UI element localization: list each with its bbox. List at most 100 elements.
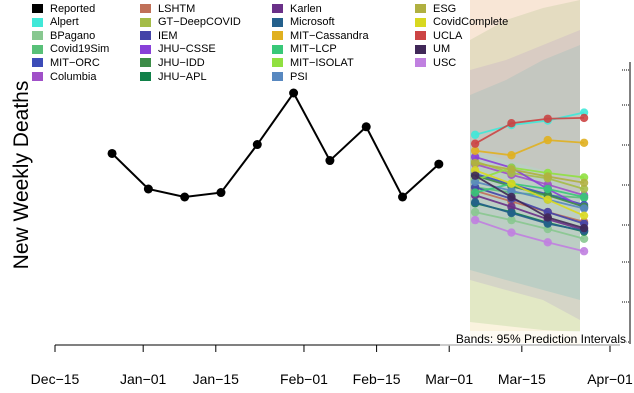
series-point	[507, 228, 516, 237]
series-point	[543, 213, 552, 222]
legend-swatch	[140, 44, 151, 54]
reported-point	[252, 140, 262, 150]
series-point	[507, 186, 516, 195]
series-point	[507, 151, 516, 160]
x-tick-label: Jan−15	[193, 371, 240, 387]
legend-swatch	[272, 44, 283, 54]
chart-marks	[107, 88, 589, 256]
reported-point	[361, 122, 371, 132]
legend-swatch	[32, 4, 43, 13]
reported-point	[289, 88, 299, 98]
series-line	[474, 166, 585, 181]
x-tick-label: Feb−01	[280, 371, 328, 387]
legend-swatch	[415, 31, 426, 41]
series-point	[579, 184, 589, 194]
legend-item: UM	[415, 43, 450, 56]
series-point	[507, 208, 516, 218]
series-point	[507, 215, 516, 225]
legend-swatch	[140, 17, 151, 27]
legend-label: UM	[433, 43, 451, 56]
legend-item: BPagano	[32, 29, 95, 42]
legend-swatch	[272, 17, 283, 27]
series-point	[543, 172, 552, 181]
legend-swatch	[415, 17, 426, 27]
legend-swatch	[32, 72, 43, 81]
legend-swatch	[32, 31, 43, 41]
legend-item: JHU−CSSE	[140, 43, 216, 56]
x-tick-label: Apr−01	[587, 371, 633, 387]
series-line	[474, 116, 585, 145]
series-point	[470, 139, 480, 148]
legend-label: MIT−ISOLAT	[290, 56, 354, 69]
legend-item: UCLA	[415, 29, 462, 42]
series-line	[474, 169, 585, 217]
legend-label: Microsoft	[290, 16, 335, 29]
legend-label: Covid19Sim	[50, 43, 110, 56]
legend-label: Alpert	[50, 16, 79, 29]
x-tick-label: Mar−15	[498, 371, 546, 387]
reported-point	[143, 184, 153, 194]
series-point	[470, 130, 480, 139]
legend-swatch	[32, 58, 43, 68]
series-line	[474, 174, 585, 229]
legend-item: IEM	[140, 29, 178, 42]
annotation-background	[440, 331, 627, 346]
legend-swatch	[140, 4, 151, 13]
legend-swatch	[140, 58, 151, 68]
legend-label: CovidComplete	[433, 16, 509, 29]
legend-label: JHU−CSSE	[158, 43, 216, 56]
legend-swatch	[32, 44, 43, 54]
legend-item: MIT−LCP	[272, 43, 337, 56]
legend-label: Columbia	[50, 70, 97, 83]
legend-item: JHU−IDD	[140, 56, 205, 69]
legend-label: UCLA	[433, 29, 463, 42]
reported-point	[216, 188, 226, 198]
series-line	[474, 156, 585, 209]
series-point	[543, 184, 552, 194]
legend-label: Karlen	[290, 2, 322, 15]
series-point	[543, 219, 552, 228]
x-tick-label: Mar−01	[425, 371, 473, 387]
legend-item: Reported	[32, 2, 95, 15]
series-line	[474, 182, 585, 198]
legend-label: MIT−LCP	[290, 43, 337, 56]
legend-swatch	[272, 4, 283, 13]
band-green	[470, 0, 580, 332]
legend-item: LSHTM	[140, 2, 195, 15]
series-point	[470, 188, 480, 197]
x-tick-label: Jan−01	[120, 371, 167, 387]
series-line	[474, 186, 585, 225]
series-point	[470, 207, 480, 217]
reported-line	[111, 91, 440, 199]
x-tick-label: Feb−15	[353, 371, 401, 387]
series-line	[474, 211, 585, 240]
legend-swatch	[32, 17, 43, 27]
legend-swatch	[140, 72, 151, 81]
legend-item: USC	[415, 56, 456, 69]
prediction-interval-note: Bands: 95% Prediction Intervals	[456, 332, 626, 346]
x-axis-ticks: Dec−15 Jan−01 Jan−15 Feb−01 Feb−15 Mar−01 Mar−…	[31, 69, 633, 387]
legend-item: MIT−Cassandra	[272, 29, 369, 42]
series-line	[474, 173, 585, 206]
series-point	[470, 171, 480, 180]
band-pink	[470, 0, 580, 200]
legend-item: CovidComplete	[415, 16, 508, 29]
legend-label: JHU−APL	[158, 70, 207, 83]
series-point	[579, 223, 589, 233]
legend-swatch	[415, 58, 426, 68]
legend-label: USC	[433, 56, 457, 69]
series-point	[579, 234, 589, 243]
legend-label: GT−DeepCOVID	[158, 16, 241, 29]
legend-item: MIT−ORC	[32, 56, 100, 69]
series-point	[543, 238, 552, 247]
legend-swatch	[415, 4, 426, 13]
legend-swatch	[140, 31, 151, 41]
series-point	[543, 195, 552, 204]
series-point	[470, 159, 480, 168]
series-point	[507, 119, 516, 128]
y-axis-label: New Weekly Deaths	[10, 81, 33, 270]
series-point	[507, 202, 516, 211]
series-line	[475, 186, 585, 199]
reported-point	[325, 156, 335, 166]
series-point	[507, 179, 516, 188]
